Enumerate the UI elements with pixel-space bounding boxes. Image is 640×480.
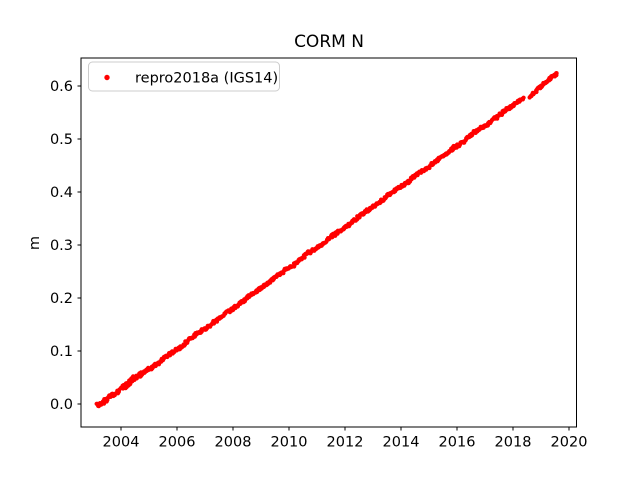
legend-marker-dot-icon bbox=[104, 74, 110, 81]
plot-area-frame bbox=[80, 57, 577, 428]
y-tick-label: 0.2 bbox=[50, 291, 73, 307]
chart-title: CORM N bbox=[294, 32, 364, 52]
x-tick-label: 2020 bbox=[551, 435, 588, 451]
x-tick-label: 2014 bbox=[383, 435, 420, 451]
x-tick-label: 2006 bbox=[159, 435, 196, 451]
legend: repro2018a (IGS14) bbox=[88, 61, 280, 92]
y-tick-label: 0.1 bbox=[50, 344, 73, 360]
x-tick-label: 2008 bbox=[215, 435, 252, 451]
x-tick-label: 2010 bbox=[271, 435, 308, 451]
x-axis-ticks: 2004 2006 2008 2010 2012 2014 2016 2018 2020 bbox=[103, 427, 588, 451]
x-tick-label: 2012 bbox=[327, 435, 364, 451]
y-tick-label: 0.0 bbox=[50, 397, 73, 413]
x-tick-label: 2018 bbox=[495, 435, 532, 451]
y-axis-label: m bbox=[27, 236, 43, 250]
y-tick-label: 0.5 bbox=[50, 132, 73, 148]
y-axis-ticks: 0.0 0.1 0.2 0.3 0.4 0.5 0.6 bbox=[50, 79, 81, 413]
legend-entry-label: repro2018a (IGS14) bbox=[135, 71, 278, 87]
x-tick-label: 2016 bbox=[439, 435, 476, 451]
y-tick-label: 0.3 bbox=[50, 238, 73, 254]
y-tick-label: 0.6 bbox=[50, 79, 73, 95]
y-tick-label: 0.4 bbox=[50, 185, 73, 201]
x-tick-label: 2004 bbox=[103, 435, 140, 451]
data-series-repro2018a bbox=[94, 71, 559, 409]
legend-box bbox=[88, 61, 280, 92]
